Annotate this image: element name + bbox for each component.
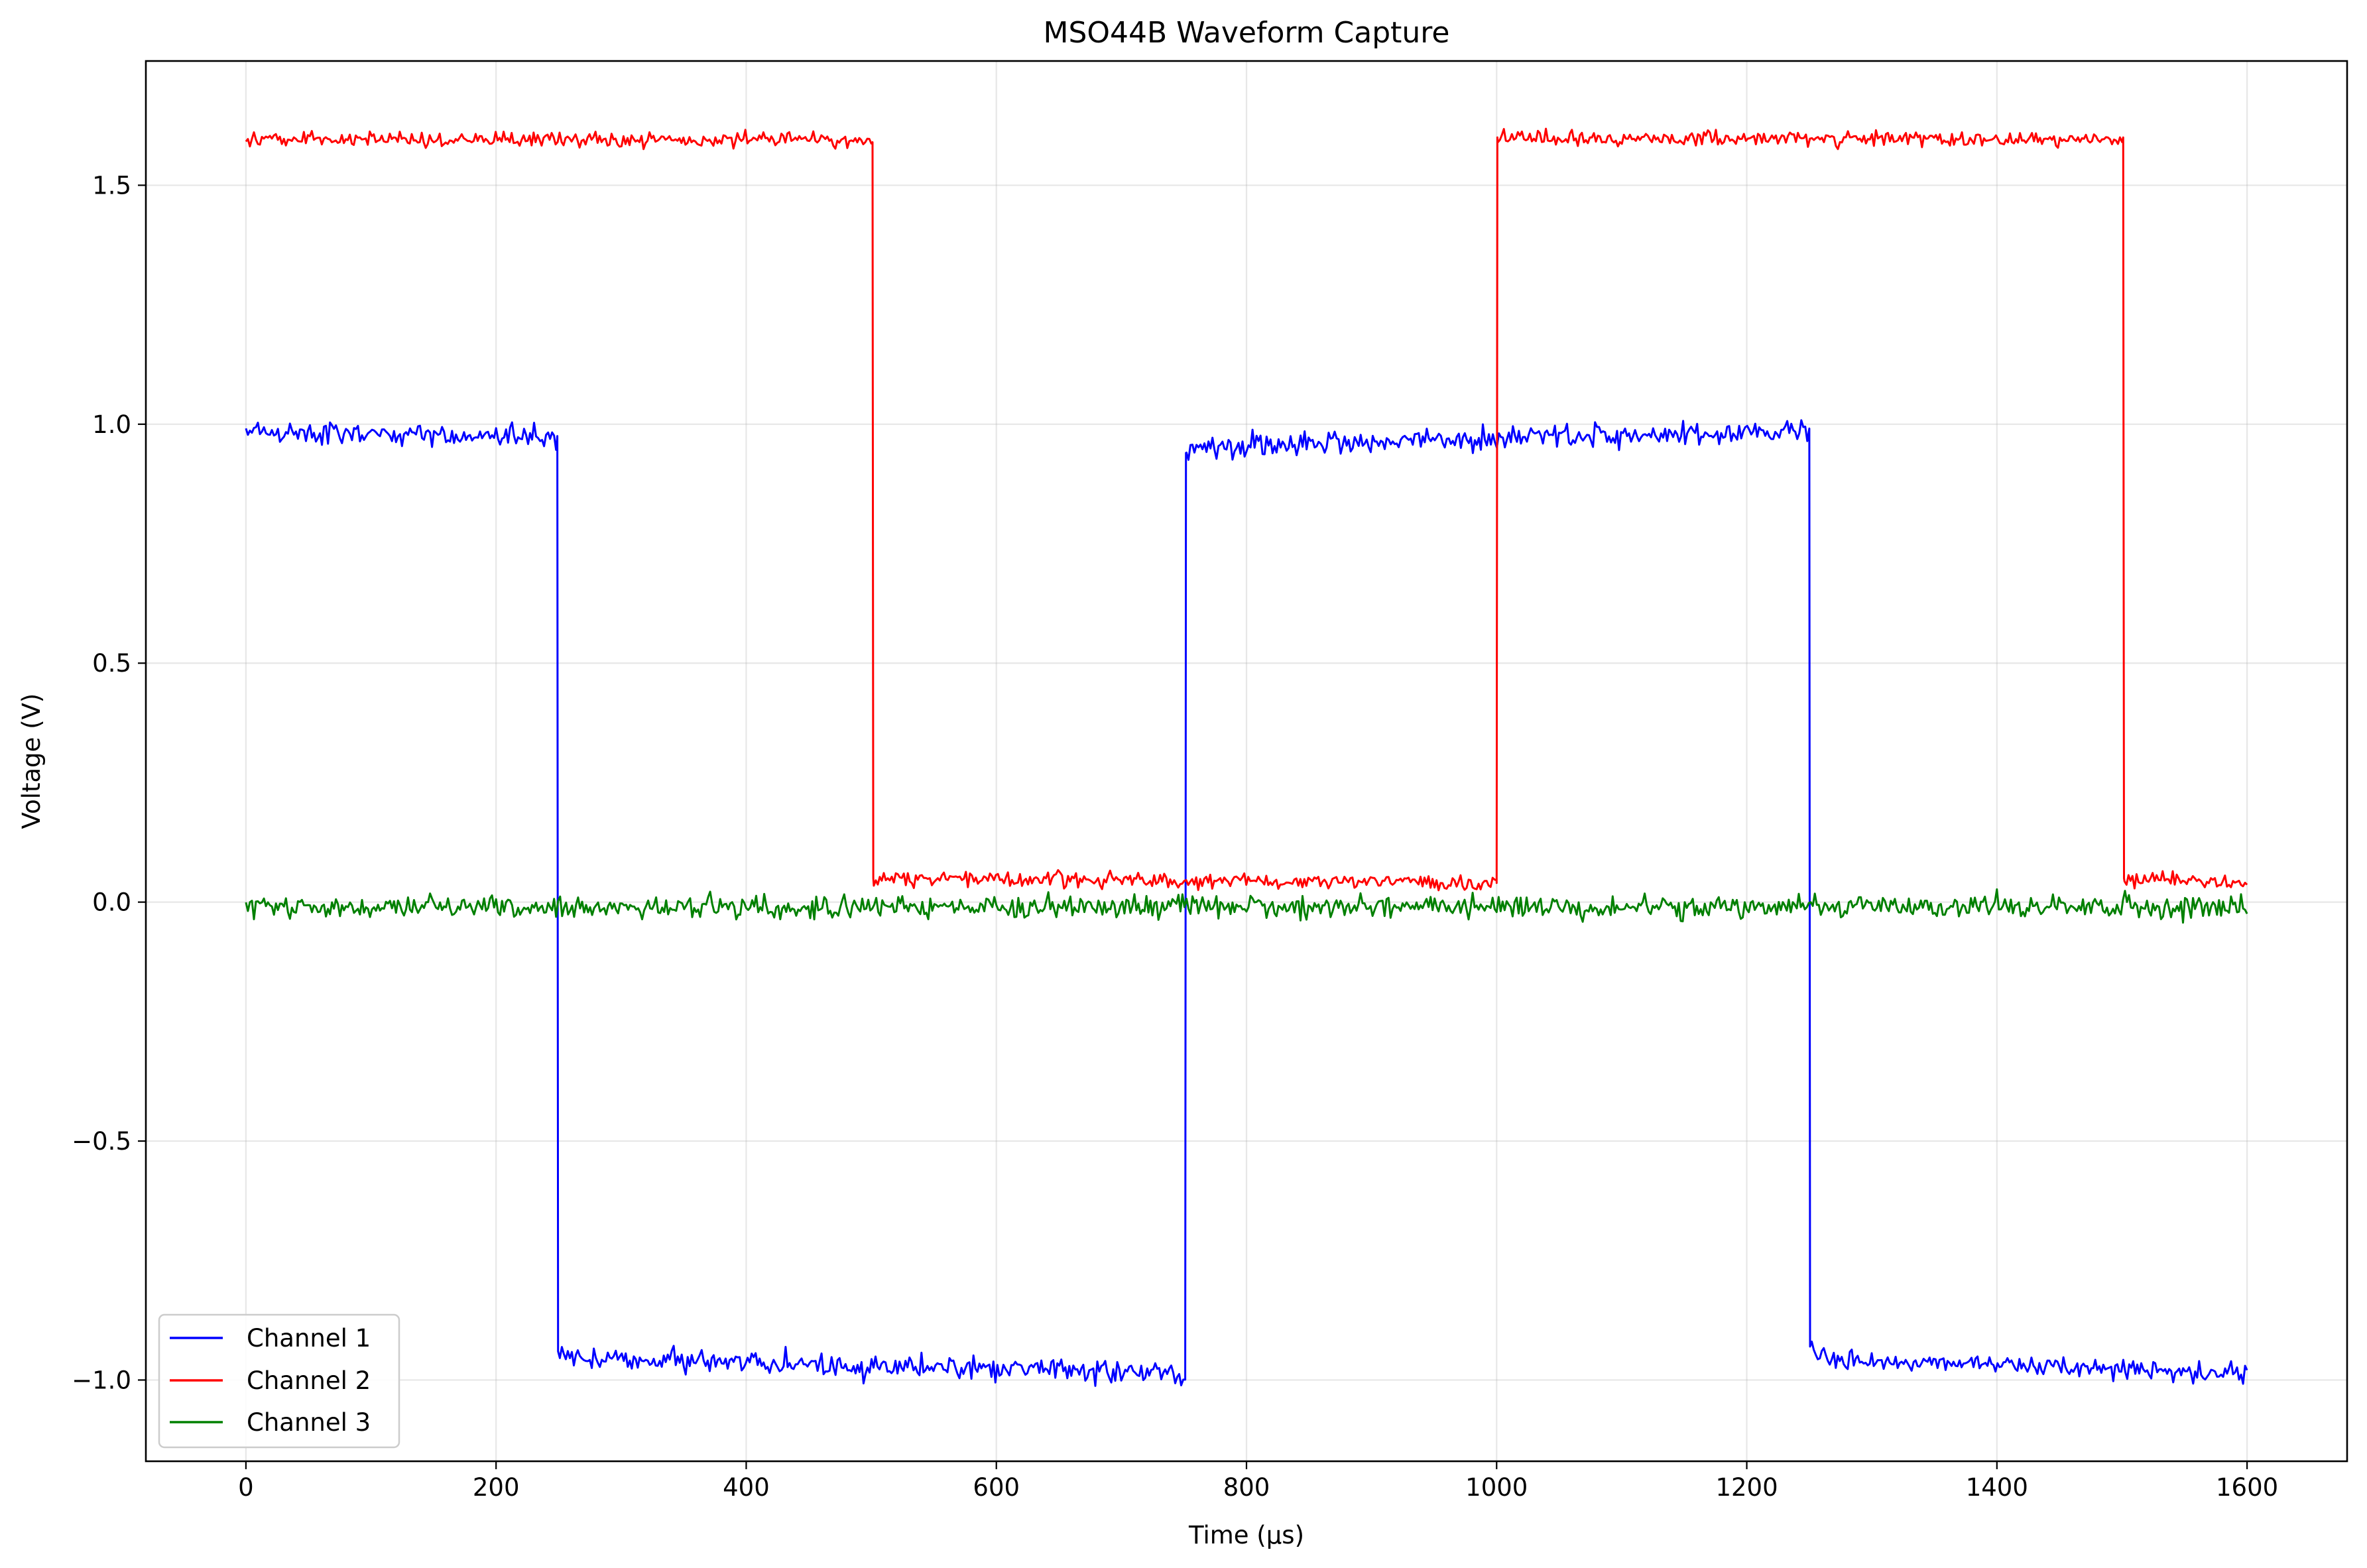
x-tick-label: 800 <box>1223 1473 1270 1502</box>
series-line-channel-1 <box>245 419 2248 1387</box>
legend-label-channel-2: Channel 2 <box>247 1366 371 1395</box>
x-axis-label: Time (µs) <box>1188 1521 1304 1549</box>
series-channel-2 <box>245 127 2248 892</box>
x-tick-label: 1400 <box>1966 1473 2028 1502</box>
y-axis-label: Voltage (V) <box>17 694 46 829</box>
series-line-channel-2 <box>245 127 2248 892</box>
chart-title: MSO44B Waveform Capture <box>1044 16 1450 50</box>
x-tick-label: 200 <box>473 1473 520 1502</box>
x-ticks: 0 200 400 600 800 1000 1200 1400 1600 <box>238 1461 2278 1502</box>
grid <box>146 61 2347 1461</box>
legend-box <box>158 1313 400 1449</box>
x-tick-label: 1000 <box>1465 1473 1528 1502</box>
y-tick-label: −1.0 <box>72 1366 131 1394</box>
series-channel-3 <box>245 888 2248 924</box>
y-ticks: −1.0 −0.5 0.0 0.5 1.0 1.5 <box>72 171 146 1394</box>
legend-label-channel-3: Channel 3 <box>247 1408 371 1437</box>
series-channel-1 <box>245 419 2248 1387</box>
series-layer <box>245 127 2248 1387</box>
y-tick-label: 0.0 <box>92 888 131 917</box>
y-tick-label: −0.5 <box>72 1127 131 1156</box>
x-tick-label: 400 <box>723 1473 770 1502</box>
legend-label-channel-1: Channel 1 <box>247 1324 371 1353</box>
series-line-channel-3 <box>245 888 2248 924</box>
x-tick-label: 0 <box>238 1473 254 1502</box>
y-tick-label: 0.5 <box>92 649 131 678</box>
x-tick-label: 600 <box>973 1473 1020 1502</box>
x-tick-label: 1600 <box>2216 1473 2278 1502</box>
x-tick-label: 1200 <box>1715 1473 1778 1502</box>
legend: Channel 1 Channel 2 Channel 3 <box>158 1313 400 1449</box>
y-tick-label: 1.0 <box>92 410 131 439</box>
y-tick-label: 1.5 <box>92 171 131 200</box>
